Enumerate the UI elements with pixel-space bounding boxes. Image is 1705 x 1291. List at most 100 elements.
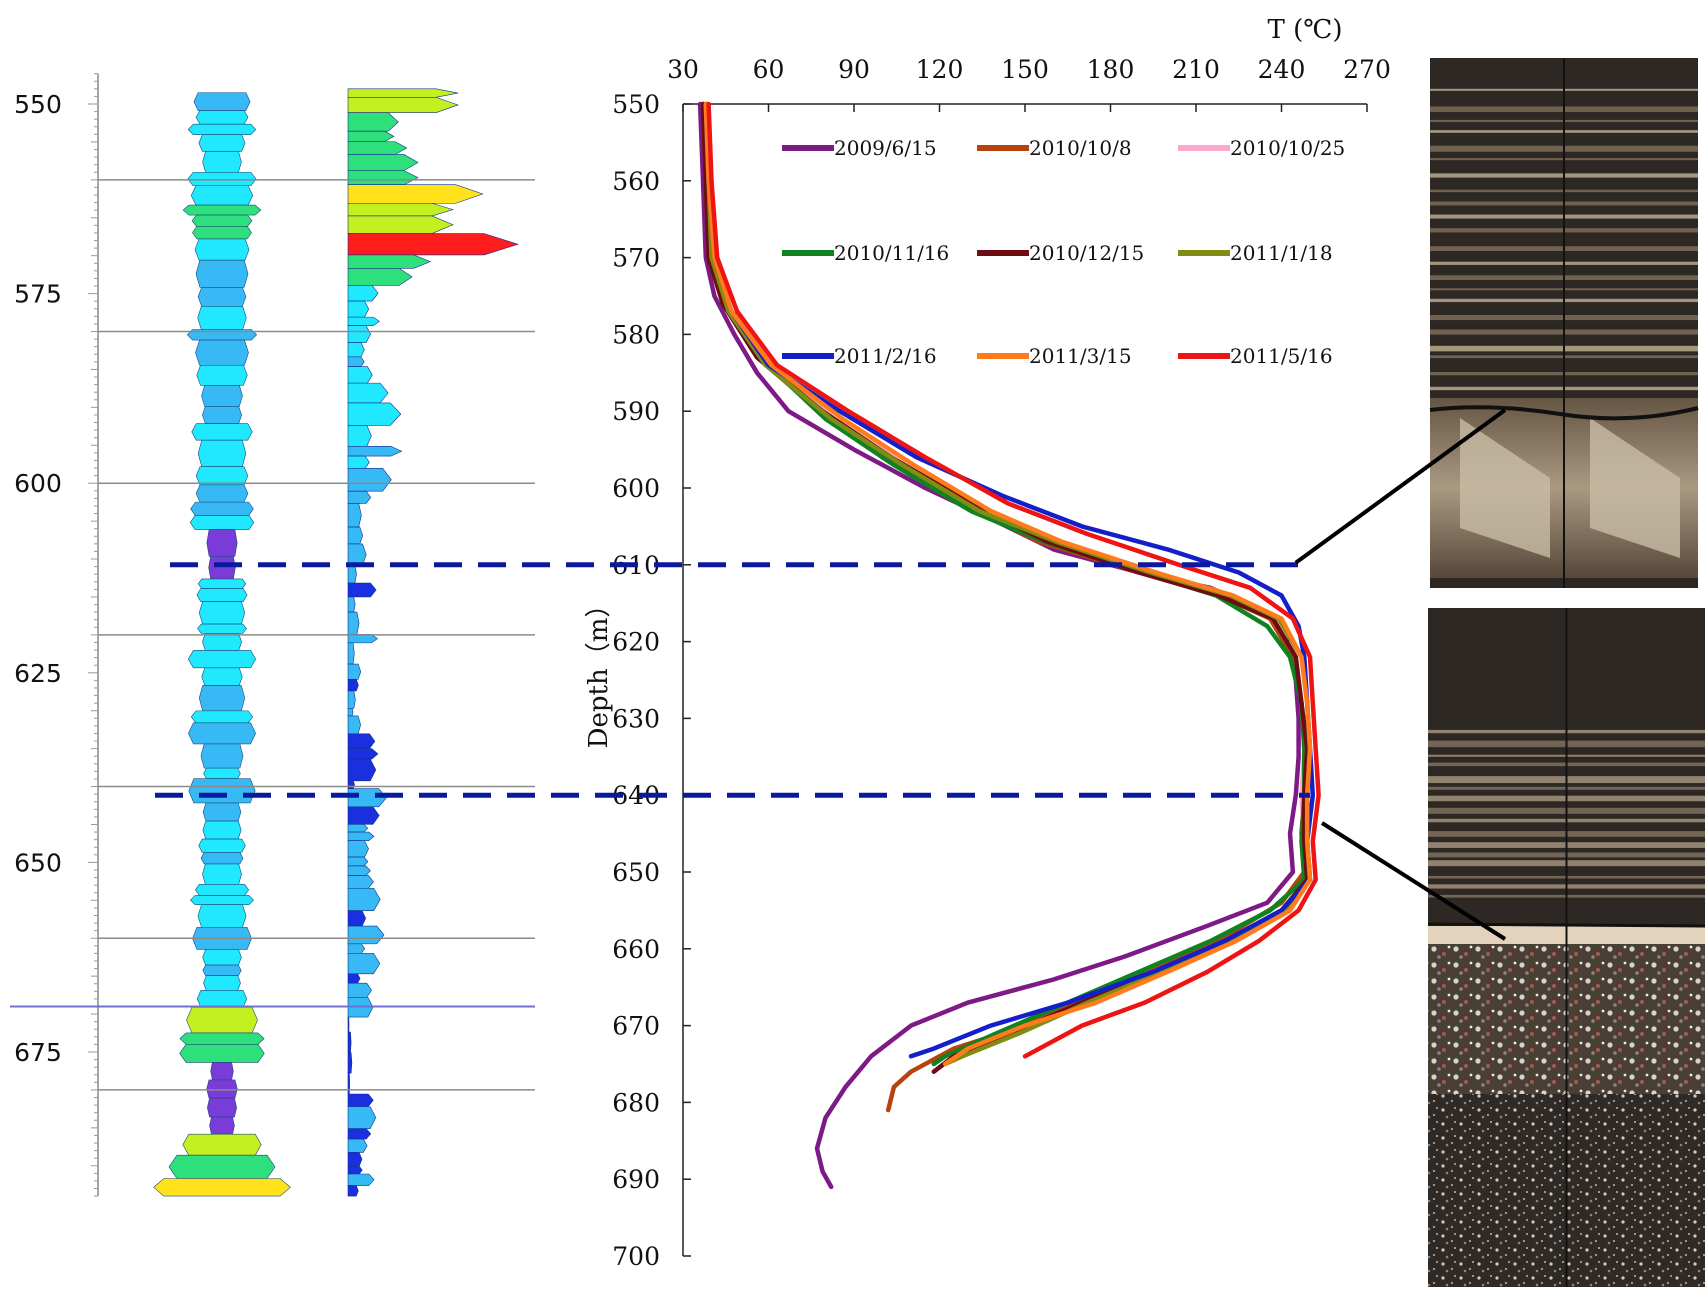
one-sided-log-band bbox=[347, 733, 376, 749]
symmetric-log-band bbox=[196, 364, 248, 386]
y-axis-title: Depth（m） bbox=[584, 592, 614, 749]
symmetric-log-band bbox=[192, 226, 252, 240]
legend-label: 2010/10/8 bbox=[1029, 136, 1132, 160]
one-sided-log-band bbox=[347, 1128, 372, 1140]
one-sided-log-band bbox=[347, 788, 387, 808]
y-tick-label: 550 bbox=[612, 90, 660, 119]
one-sided-log-band bbox=[347, 215, 454, 234]
one-sided-log-band bbox=[347, 325, 371, 343]
one-sided-log-band bbox=[347, 758, 377, 782]
x-tick-label: 180 bbox=[1087, 55, 1135, 84]
one-sided-log-band bbox=[347, 1138, 368, 1153]
core-photos bbox=[1427, 58, 1705, 1287]
one-sided-log-band bbox=[347, 366, 373, 384]
one-sided-log-band bbox=[347, 316, 380, 327]
symmetric-log-band bbox=[197, 904, 247, 928]
symmetric-log-band bbox=[168, 1154, 276, 1179]
symmetric-log-band bbox=[208, 555, 236, 580]
one-sided-log-band bbox=[347, 856, 369, 867]
one-sided-log-band bbox=[347, 88, 459, 98]
symmetric-log-band bbox=[194, 238, 250, 261]
symmetric-log-band bbox=[206, 529, 238, 557]
one-sided-log-band bbox=[347, 982, 372, 998]
reference-lines-overlay bbox=[155, 408, 1507, 941]
log-tracks bbox=[10, 88, 535, 1197]
symmetric-log-band bbox=[197, 306, 247, 330]
one-sided-log-band bbox=[347, 715, 361, 735]
one-sided-log-band bbox=[347, 824, 369, 833]
one-sided-log-band bbox=[347, 865, 371, 876]
symmetric-log-band bbox=[209, 1116, 235, 1135]
one-sided-log-band bbox=[347, 342, 365, 358]
symmetric-log-band bbox=[153, 1178, 291, 1197]
depth-tick-label: 675 bbox=[14, 1038, 62, 1067]
y-tick-label: 650 bbox=[612, 858, 660, 887]
symmetric-log-band bbox=[191, 423, 253, 441]
symmetric-log-band bbox=[186, 1007, 258, 1034]
symmetric-log-band bbox=[198, 134, 246, 152]
symmetric-log-band bbox=[182, 1133, 262, 1156]
one-sided-log-band bbox=[347, 840, 369, 858]
symmetric-log-band bbox=[200, 743, 244, 769]
symmetric-log-band bbox=[198, 601, 246, 625]
arrow-to-lower-photo bbox=[1320, 821, 1507, 941]
photo-fragment bbox=[1590, 418, 1680, 558]
symmetric-log-band bbox=[189, 895, 255, 905]
y-tick-label: 570 bbox=[612, 244, 660, 273]
series-line bbox=[700, 101, 1307, 1067]
one-sided-log-band bbox=[347, 455, 370, 469]
one-sided-log-band bbox=[347, 543, 367, 566]
symmetric-log-band bbox=[195, 484, 249, 503]
symmetric-log-band bbox=[190, 501, 254, 516]
legend-label: 2011/2/16 bbox=[834, 344, 937, 368]
symmetric-log-band bbox=[195, 466, 249, 486]
x-tick-label: 240 bbox=[1258, 55, 1306, 84]
one-sided-log-band bbox=[347, 1052, 353, 1074]
one-sided-log-band bbox=[347, 526, 364, 545]
one-sided-log-band bbox=[347, 154, 419, 171]
one-sided-log-band bbox=[347, 679, 359, 692]
y-tick-label: 680 bbox=[612, 1088, 660, 1117]
x-tick-label: 90 bbox=[838, 55, 870, 84]
one-sided-log-band bbox=[347, 1093, 374, 1107]
symmetric-log-band bbox=[189, 515, 255, 530]
one-sided-log-band bbox=[347, 1016, 350, 1033]
one-sided-log-band bbox=[347, 490, 372, 504]
one-sided-log-band bbox=[347, 708, 354, 717]
symmetric-log-band bbox=[190, 185, 254, 206]
symmetric-log-band bbox=[210, 1062, 234, 1081]
symmetric-log-band bbox=[202, 632, 242, 651]
series-line bbox=[700, 101, 1310, 1074]
x-axis-title: T (℃) bbox=[1268, 15, 1343, 45]
one-sided-log-band bbox=[347, 402, 402, 426]
symmetric-log-band bbox=[202, 151, 242, 173]
symmetric-log-band bbox=[191, 214, 253, 227]
one-sided-log-band bbox=[347, 1185, 359, 1197]
symmetric-log-band bbox=[202, 406, 242, 424]
symmetric-log-band bbox=[207, 1097, 237, 1118]
one-sided-log-band bbox=[347, 1031, 352, 1054]
x-tick-label: 270 bbox=[1343, 55, 1391, 84]
symmetric-log-band bbox=[203, 767, 241, 780]
one-sided-log-band bbox=[347, 467, 392, 492]
y-tick-label: 690 bbox=[612, 1165, 660, 1194]
symmetric-log-band bbox=[203, 975, 241, 991]
one-sided-log-band bbox=[347, 634, 378, 644]
temperature-depth-chart: 30 60 90 120 150 180 210 240 270 550 560 570 580 590 6… bbox=[584, 15, 1391, 1271]
y-tick-label: 630 bbox=[612, 704, 660, 733]
one-sided-log-band bbox=[347, 445, 403, 457]
symmetric-log-band bbox=[193, 92, 251, 111]
depth-tick-label: 600 bbox=[14, 469, 62, 498]
symmetric-log-band bbox=[201, 667, 243, 686]
symmetric-log-band bbox=[190, 710, 254, 724]
y-tick-label: 580 bbox=[612, 320, 660, 349]
one-sided-log-band bbox=[347, 806, 380, 825]
one-sided-log-band bbox=[347, 1173, 375, 1186]
depth-axis-track: 550 575 600 625 650 675 bbox=[14, 73, 99, 1197]
symmetric-log-band bbox=[198, 838, 246, 853]
symmetric-log-band bbox=[195, 884, 249, 896]
one-sided-log-band bbox=[347, 564, 357, 584]
series-line bbox=[697, 101, 1301, 1190]
arrow-to-upper-photo bbox=[1294, 408, 1507, 565]
